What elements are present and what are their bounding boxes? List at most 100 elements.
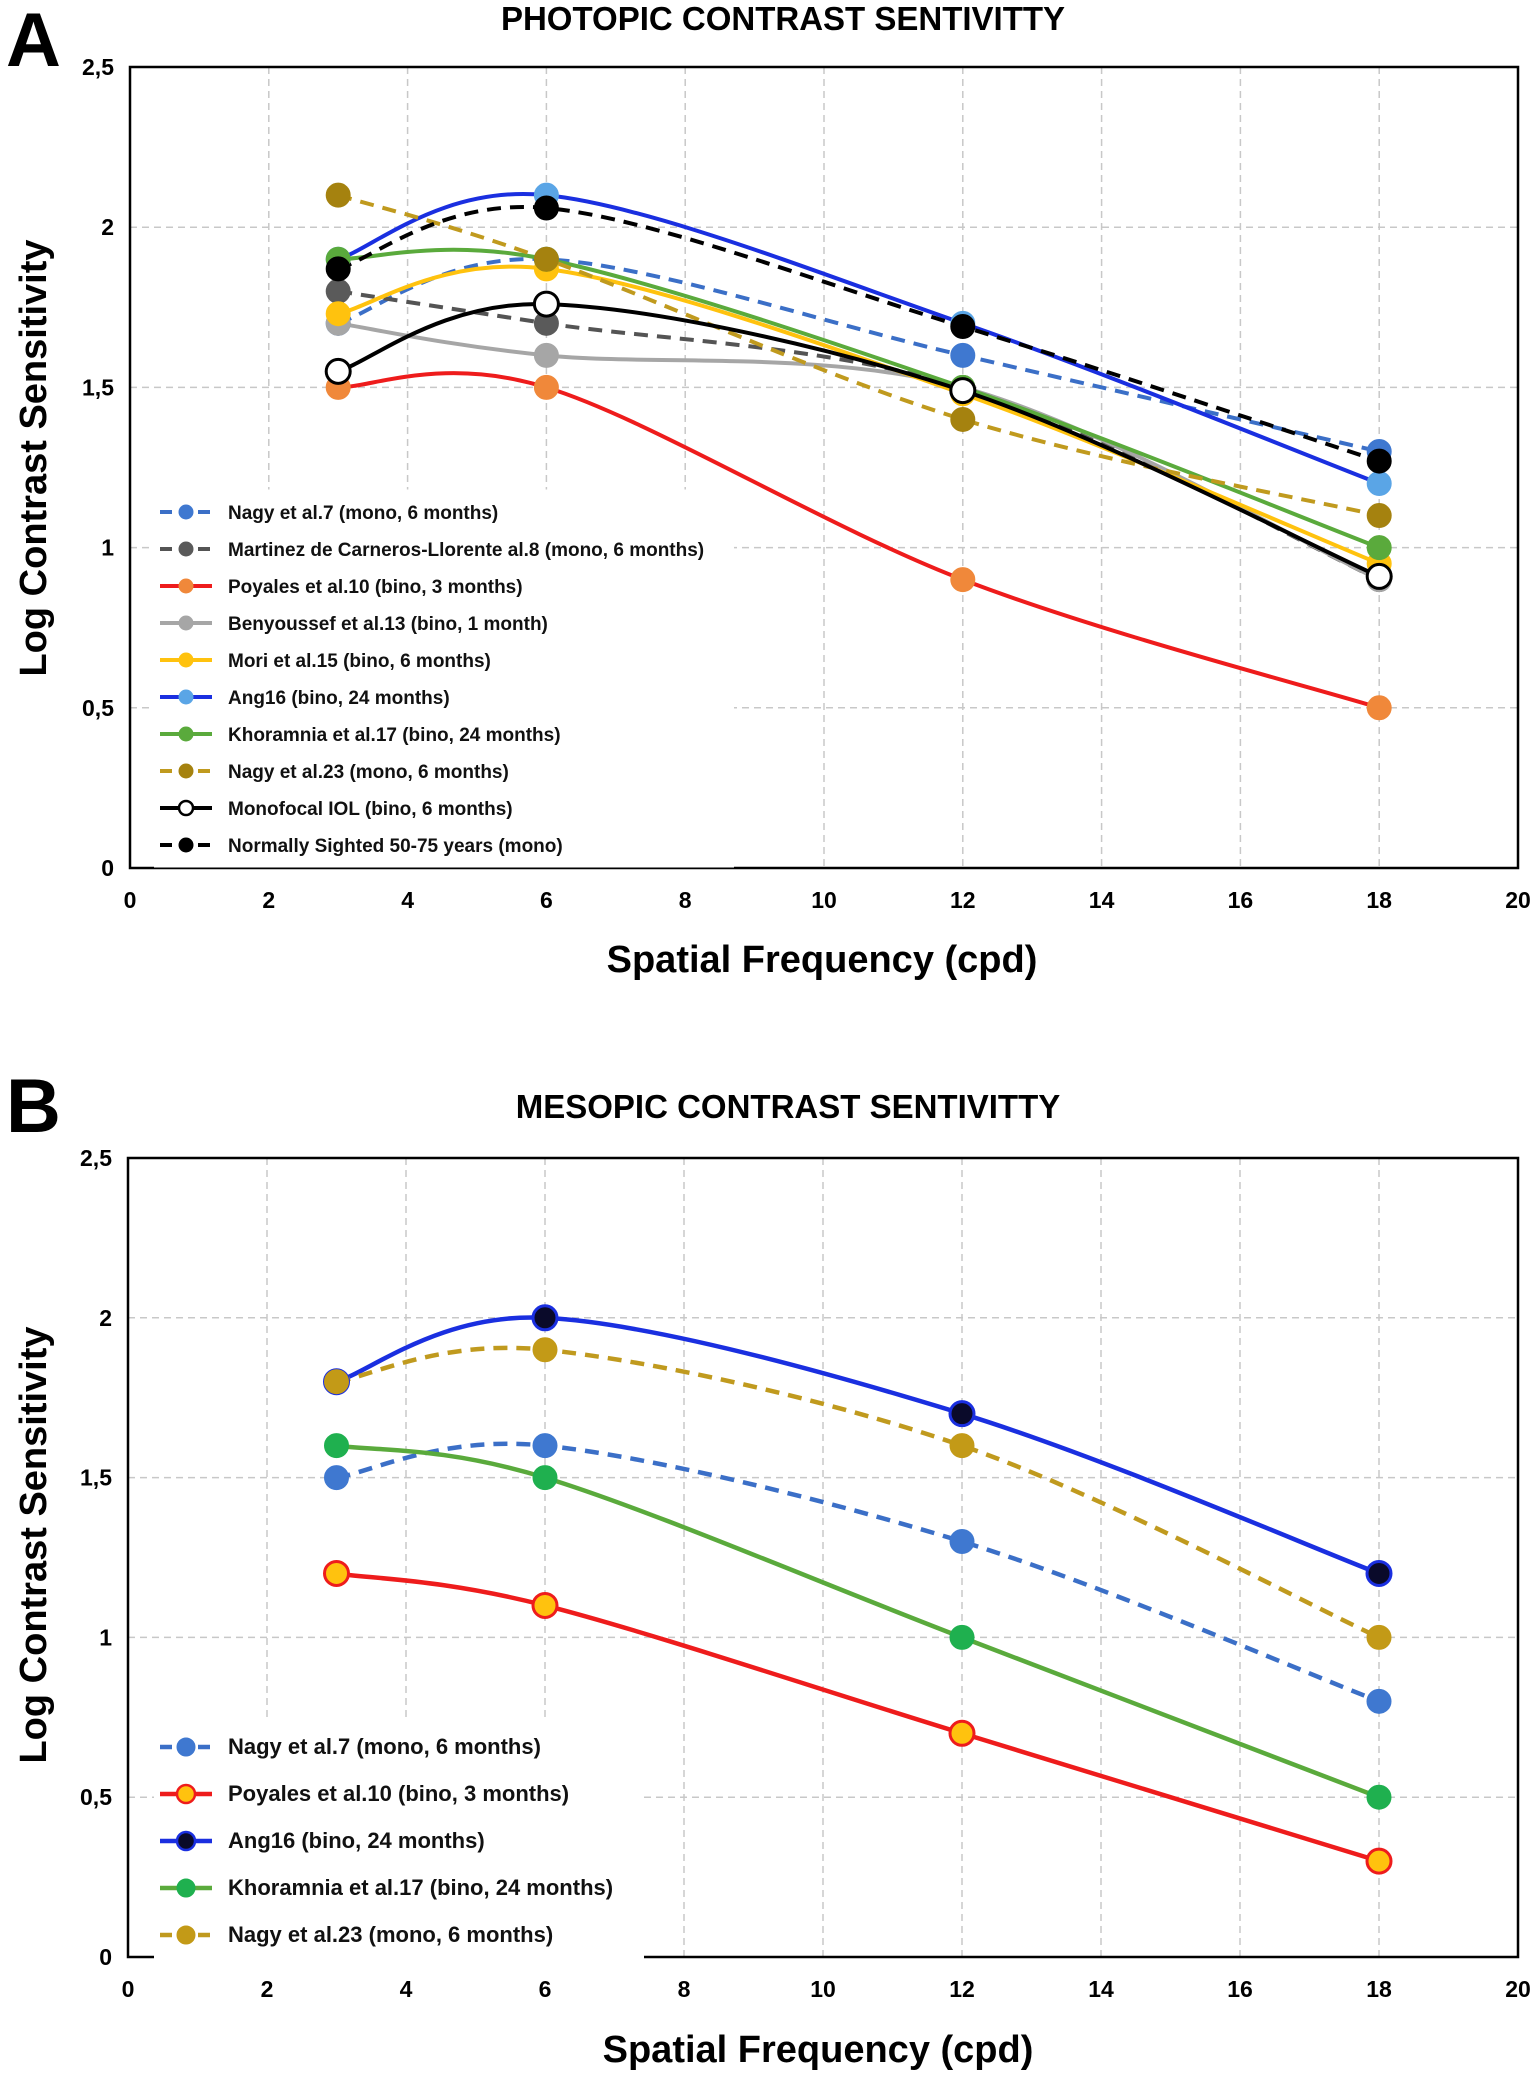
legend-label: Ang16 (bino, 24 months) <box>228 1828 485 1853</box>
series-line <box>336 192 1382 486</box>
series-line <box>336 1345 1380 1640</box>
data-point <box>324 1465 349 1491</box>
y-tick-label: 0,5 <box>80 1784 112 1810</box>
legend-swatch-marker <box>178 689 194 705</box>
legend-label: Khoramnia et al.17 (bino, 24 months) <box>228 1875 613 1900</box>
series-b <box>323 1304 1393 1875</box>
data-point <box>950 342 976 368</box>
data-point <box>948 1400 976 1428</box>
legend-swatch-marker <box>178 504 194 520</box>
data-point <box>1366 695 1392 721</box>
data-point <box>533 374 559 400</box>
series-a <box>324 182 1393 721</box>
plot-frame-b <box>126 1156 1520 1959</box>
legend-background <box>154 1719 644 1963</box>
legend-label: Poyales et al.10 (bino, 3 months) <box>228 577 523 598</box>
x-tick-label: 20 <box>1505 887 1531 913</box>
legend-label: Nagy et al.7 (mono, 6 months) <box>228 1734 541 1759</box>
data-point <box>950 406 976 432</box>
legend-label: Normally Sighted 50-75 years (mono) <box>228 836 563 857</box>
x-tick-label: 16 <box>1228 887 1254 913</box>
y-tick-label: 1 <box>101 535 114 561</box>
data-point <box>950 567 976 593</box>
x-tick-label: 10 <box>811 887 837 913</box>
legend-swatch-marker <box>178 652 194 668</box>
y-tick-label: 2 <box>101 214 114 240</box>
series-line <box>334 1571 1382 1864</box>
x-tick-label: 6 <box>540 887 553 913</box>
legend-label: Khoramnia et al.17 (bino, 24 months) <box>228 725 561 746</box>
data-point <box>324 1433 349 1459</box>
x-tick-label: 12 <box>949 1976 975 2002</box>
ticks-a: 0 2 4 6 8 10 12 14 16 18 20 0 0,5 1 1,5 2 2,5 <box>82 54 1531 913</box>
legend-b: Nagy et al.7 (mono, 6 months) Poyales et … <box>154 1719 644 1963</box>
legend-label: Benyoussef et al.13 (bino, 1 month) <box>228 614 548 635</box>
data-point <box>1366 535 1392 561</box>
data-point <box>532 1465 558 1491</box>
data-point <box>949 377 977 405</box>
data-point <box>532 1337 558 1363</box>
x-tick-label: 14 <box>1089 887 1115 913</box>
data-point <box>531 1591 559 1619</box>
legend-swatch-marker <box>178 578 194 594</box>
series-line <box>336 247 1382 550</box>
data-point <box>324 1369 349 1395</box>
y-tick-label: 1,5 <box>82 374 114 400</box>
legend-label: Mori et al.15 (bino, 6 months) <box>228 651 491 672</box>
legend-a: Nagy et al.7 (mono, 6 months) Martinez de… <box>154 489 734 868</box>
data-point <box>533 195 559 221</box>
data-point <box>532 290 560 318</box>
y-tick-label: 1 <box>99 1624 112 1650</box>
series-line <box>336 1441 1380 1704</box>
legend-label: Monofocal IOL (bino, 6 months) <box>228 799 513 820</box>
legend-label: Nagy et al.7 (mono, 6 months) <box>228 503 498 524</box>
data-point <box>1366 1624 1392 1650</box>
data-point <box>948 1719 976 1747</box>
x-tick-label: 8 <box>679 887 692 913</box>
ticks-b: 0 2 4 6 8 10 12 14 16 18 20 0 0,5 1 1,5 2 2,5 <box>80 1145 1531 2002</box>
data-point <box>950 314 976 340</box>
data-point <box>1366 1784 1392 1810</box>
legend-swatch-marker <box>176 1878 196 1898</box>
panel-letter-b: B <box>6 1064 61 1149</box>
data-point <box>324 357 352 385</box>
x-tick-label: 0 <box>124 887 137 913</box>
y-tick-label: 2,5 <box>82 54 114 80</box>
legend-swatch-marker <box>178 837 194 853</box>
data-point <box>1366 448 1392 474</box>
legend-label: Nagy et al.23 (mono, 6 months) <box>228 762 509 783</box>
data-point <box>533 246 559 272</box>
legend-swatch-marker <box>175 1830 197 1852</box>
x-tick-label: 12 <box>950 887 976 913</box>
x-axis-label-a: Spatial Frequency (cpd) <box>607 939 1038 981</box>
panel-b: B MESOPIC CONTRAST SENTIVITTY 0 2 4 6 8 10 12 1… <box>6 1064 1531 2071</box>
data-point <box>323 1559 350 1587</box>
legend-label: Poyales et al.10 (bino, 3 months) <box>228 1781 569 1806</box>
legend-swatch-marker <box>178 615 194 631</box>
data-point <box>949 1529 975 1555</box>
data-point <box>325 182 351 208</box>
data-point <box>1365 1559 1393 1587</box>
y-tick-label: 2 <box>99 1305 112 1331</box>
x-tick-label: 4 <box>401 887 414 913</box>
legend-label: Martinez de Carneros-Llorente al.8 (mono… <box>228 540 704 561</box>
series-line <box>336 371 1382 710</box>
data-point <box>325 301 351 327</box>
y-tick-label: 2,5 <box>80 1145 112 1171</box>
data-point <box>325 256 351 282</box>
legend-swatch-marker <box>177 799 195 817</box>
legend-background <box>154 489 734 868</box>
series-line <box>336 302 1382 579</box>
x-tick-label: 4 <box>400 1976 413 2002</box>
series-line <box>336 264 1382 566</box>
data-point <box>949 1433 975 1459</box>
legend-swatch-marker <box>178 763 194 779</box>
x-tick-label: 18 <box>1366 1976 1392 2002</box>
y-tick-label: 1,5 <box>80 1465 112 1491</box>
x-tick-label: 20 <box>1505 1976 1531 2002</box>
data-point <box>1365 1847 1393 1875</box>
y-axis-label-b: Log Contrast Sensitivity <box>13 1326 55 1763</box>
series-line <box>337 193 1380 518</box>
legend-swatch-marker <box>176 1925 196 1945</box>
